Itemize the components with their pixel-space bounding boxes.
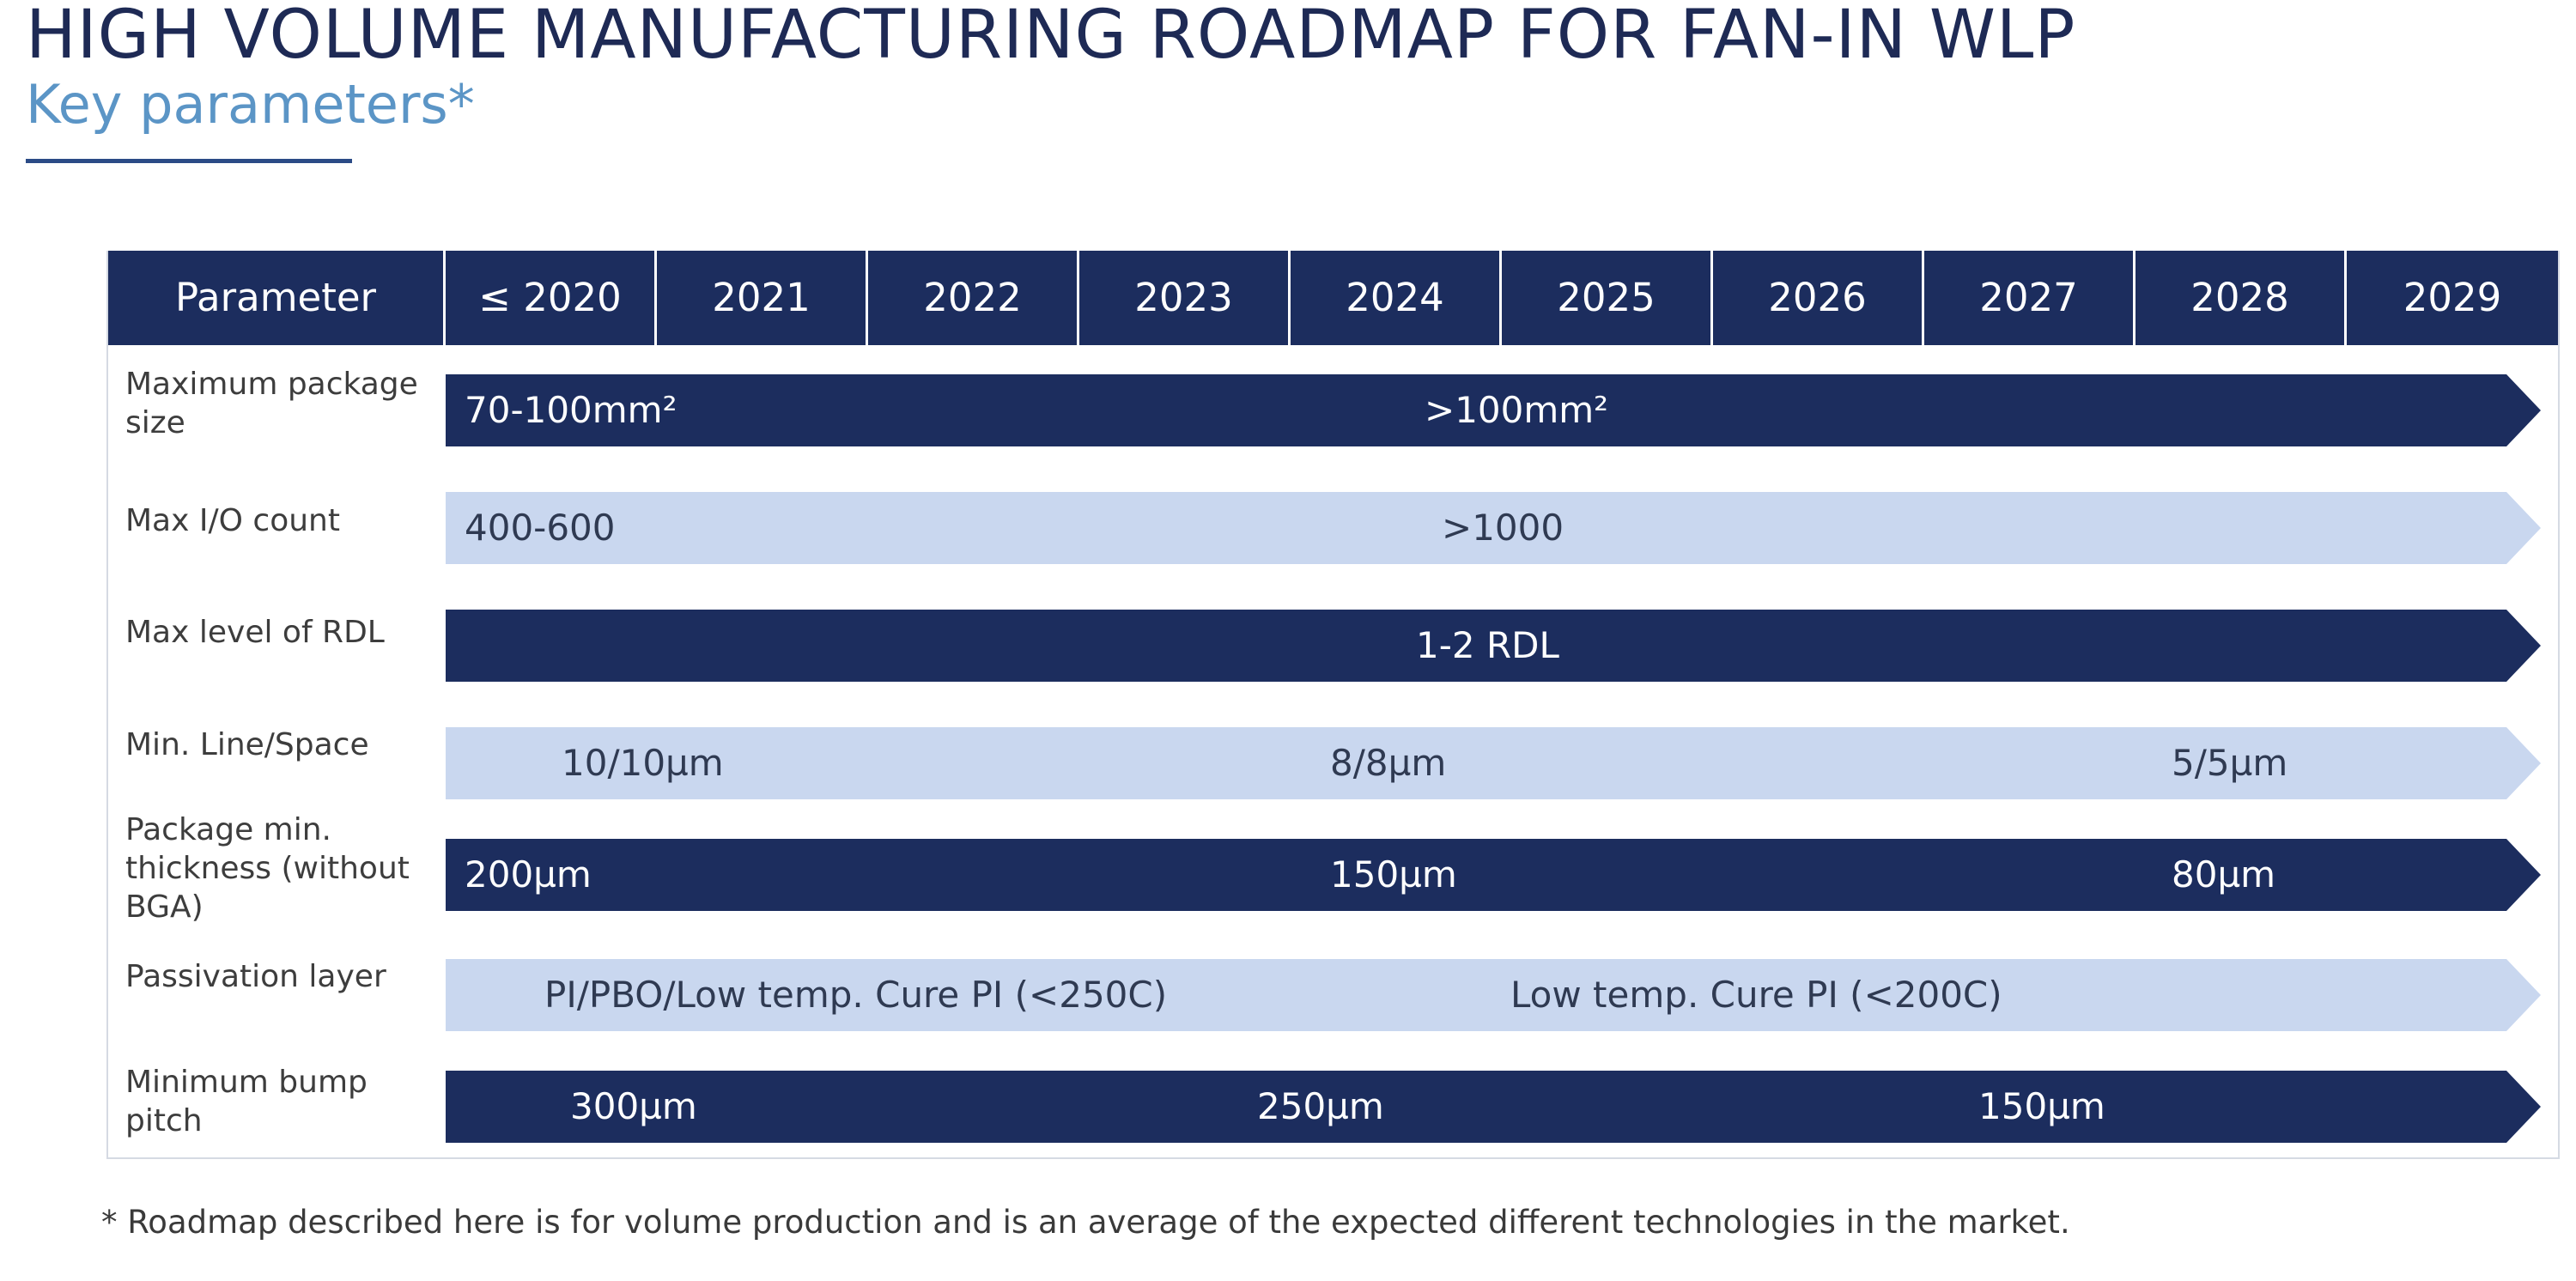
header-year: 2022 [868,251,1079,345]
bar-value: 8/8µm [1330,742,1447,784]
bar-arrow-shape [446,839,2541,911]
header-year: 2021 [657,251,868,345]
bar-value: 200µm [465,853,592,895]
roadmap-table: Parameter ≤ 2020 2021 2022 2023 2024 202… [106,251,2560,1159]
title-underline [26,159,352,163]
roadmap-bar: 10/10µm 8/8µm 5/5µm [446,727,2541,799]
bar-arrow-shape [446,727,2541,799]
bar-arrow-shape [446,492,2541,564]
bar-arrow-shape [446,1071,2541,1143]
row-label-passivation-layer: Passivation layer [125,959,386,994]
bar-value: 5/5µm [2172,742,2288,784]
bar-value: 300µm [570,1085,697,1127]
bar-arrow-shape [446,610,2541,682]
bar-value: 150µm [1978,1085,2105,1127]
bar-value: 80µm [2172,853,2276,895]
roadmap-bar: 300µm 250µm 150µm [446,1071,2541,1143]
header-year: ≤ 2020 [446,251,657,345]
bar-arrow-shape [446,959,2541,1031]
header-year: 2023 [1079,251,1291,345]
bar-value: PI/PBO/Low temp. Cure PI (<250C) [544,974,1168,1016]
page-title: HIGH VOLUME MANUFACTURING ROADMAP FOR FA… [26,0,2076,74]
bar-value: 1-2 RDL [1416,624,1559,666]
roadmap-bar: 200µm 150µm 80µm [446,839,2541,911]
bar-value: 70-100mm² [465,389,677,431]
header-year: 2026 [1713,251,1924,345]
bar-value: 10/10µm [562,742,724,784]
bar-value: 250µm [1257,1085,1384,1127]
header-parameter: Parameter [108,251,446,345]
row-label-max-io-count: Max I/O count [125,503,340,538]
roadmap-bar: 1-2 RDL [446,610,2541,682]
roadmap-bar: 400-600 >1000 [446,492,2541,564]
bar-value: Low temp. Cure PI (<200C) [1510,974,2002,1016]
bar-value: >100mm² [1425,389,1609,431]
row-label-package-min-thickness: Package min. thickness (without BGA) [125,812,410,925]
bar-arrow-shape [446,374,2541,446]
bar-value: 400-600 [465,507,616,549]
footnote: * Roadmap described here is for volume p… [101,1204,2070,1241]
roadmap-bar: 70-100mm² >100mm² [446,374,2541,446]
roadmap-bar: PI/PBO/Low temp. Cure PI (<250C) Low tem… [446,959,2541,1031]
header-year: 2029 [2347,251,2558,345]
row-label-max-level-rdl: Max level of RDL [125,615,385,650]
row-label-min-line-space: Min. Line/Space [125,727,369,762]
row-label-max-package-size: Maximum package size [125,367,418,440]
header-year: 2025 [1502,251,1713,345]
header-year: 2024 [1291,251,1502,345]
row-label-minimum-bump-pitch: Minimum bump pitch [125,1065,368,1138]
page-subtitle: Key parameters* [26,73,475,136]
header-year: 2028 [2136,251,2347,345]
bar-value: >1000 [1442,507,1564,549]
header-year: 2027 [1924,251,2136,345]
bar-value: 150µm [1330,853,1457,895]
